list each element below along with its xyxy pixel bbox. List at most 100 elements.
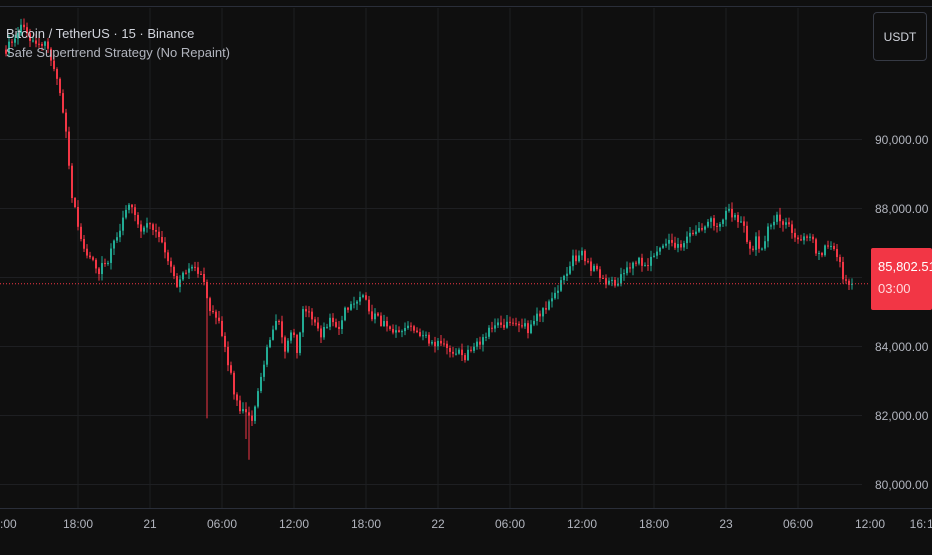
- candle: [173, 264, 175, 280]
- candle-body: [839, 257, 841, 262]
- candle-body: [704, 226, 706, 230]
- candle-body: [434, 341, 436, 347]
- candle-body: [275, 320, 277, 330]
- candle: [632, 261, 634, 276]
- candle: [128, 203, 130, 214]
- candle: [347, 306, 349, 313]
- candle-body: [503, 324, 505, 328]
- candle: [428, 332, 430, 347]
- candle-body: [671, 239, 673, 243]
- candle-body: [404, 328, 406, 332]
- candle-body: [455, 353, 457, 355]
- candle-body: [137, 214, 139, 225]
- candle: [482, 334, 484, 352]
- candle-body: [308, 311, 310, 313]
- candle: [404, 322, 406, 336]
- symbol-title[interactable]: Bitcoin / TetherUS · 15 · Binance: [6, 26, 195, 41]
- candle: [107, 260, 109, 266]
- candle-body: [260, 376, 262, 392]
- candle: [584, 249, 586, 266]
- candle: [344, 306, 346, 322]
- candle: [131, 204, 133, 214]
- candle-body: [674, 242, 676, 248]
- candle-body: [161, 236, 163, 243]
- candle: [647, 258, 649, 271]
- candle-body: [239, 400, 241, 412]
- candle: [197, 261, 199, 278]
- candle: [254, 405, 256, 424]
- candle-body: [335, 322, 337, 327]
- candle: [497, 318, 499, 329]
- axes: 80,000.00 82,000.00 84,000.00 88,000.00 90,0…: [0, 133, 932, 531]
- candle-body: [710, 218, 712, 222]
- candle-body: [98, 268, 100, 275]
- candle-body: [224, 335, 226, 347]
- candle-body: [95, 259, 97, 269]
- candle-body: [578, 255, 580, 262]
- candle-body: [233, 372, 235, 395]
- currency-button[interactable]: USDT: [873, 12, 927, 61]
- candle: [659, 246, 661, 255]
- strategy-label[interactable]: Safe Supertrend Strategy (No Repaint): [6, 45, 231, 60]
- candle-body: [758, 236, 760, 249]
- candle: [50, 47, 52, 67]
- candle: [629, 262, 631, 273]
- candle-body: [785, 222, 787, 225]
- candle: [137, 212, 139, 228]
- candle: [230, 361, 232, 375]
- candle-body: [377, 313, 379, 316]
- candle: [500, 315, 502, 328]
- candle: [431, 340, 433, 346]
- candle: [353, 296, 355, 309]
- candle: [305, 305, 307, 318]
- candle-body: [500, 322, 502, 325]
- candle: [218, 310, 220, 324]
- candle: [26, 22, 28, 38]
- candle: [455, 348, 457, 356]
- candle: [824, 244, 826, 257]
- candle-body: [17, 33, 19, 39]
- candle-body: [215, 311, 217, 318]
- candle-body: [428, 334, 430, 344]
- candle-body: [311, 311, 313, 320]
- x-tick-label: 06:00: [783, 517, 813, 531]
- candle: [203, 267, 205, 286]
- candle: [302, 306, 304, 338]
- candle: [842, 256, 844, 284]
- candle-body: [614, 279, 616, 286]
- candle-body: [677, 243, 679, 248]
- candle-body: [791, 224, 793, 233]
- candle-body: [209, 298, 211, 312]
- candle: [125, 205, 127, 220]
- candle: [383, 314, 385, 327]
- candles: [5, 18, 853, 460]
- candle-body: [242, 409, 244, 412]
- candle: [53, 54, 55, 72]
- candle: [839, 254, 841, 268]
- candle-body: [11, 41, 13, 43]
- candle-body: [152, 224, 154, 231]
- candle-body: [473, 346, 475, 351]
- candle-body: [623, 273, 625, 275]
- candle: [314, 316, 316, 326]
- candle-body: [173, 266, 175, 277]
- candle-body: [746, 225, 748, 242]
- candle: [245, 402, 247, 440]
- candle: [674, 236, 676, 250]
- candle: [185, 269, 187, 275]
- candle-body: [767, 226, 769, 242]
- candle: [188, 263, 190, 280]
- candle: [527, 320, 529, 339]
- candle: [452, 346, 454, 358]
- x-tick-label: 23: [719, 517, 733, 531]
- candle-body: [629, 267, 631, 269]
- candle-body: [122, 217, 124, 231]
- candle: [269, 337, 271, 349]
- candle: [113, 239, 115, 255]
- candle-body: [581, 250, 583, 256]
- candle: [581, 247, 583, 261]
- candle: [764, 235, 766, 251]
- candle: [17, 26, 19, 45]
